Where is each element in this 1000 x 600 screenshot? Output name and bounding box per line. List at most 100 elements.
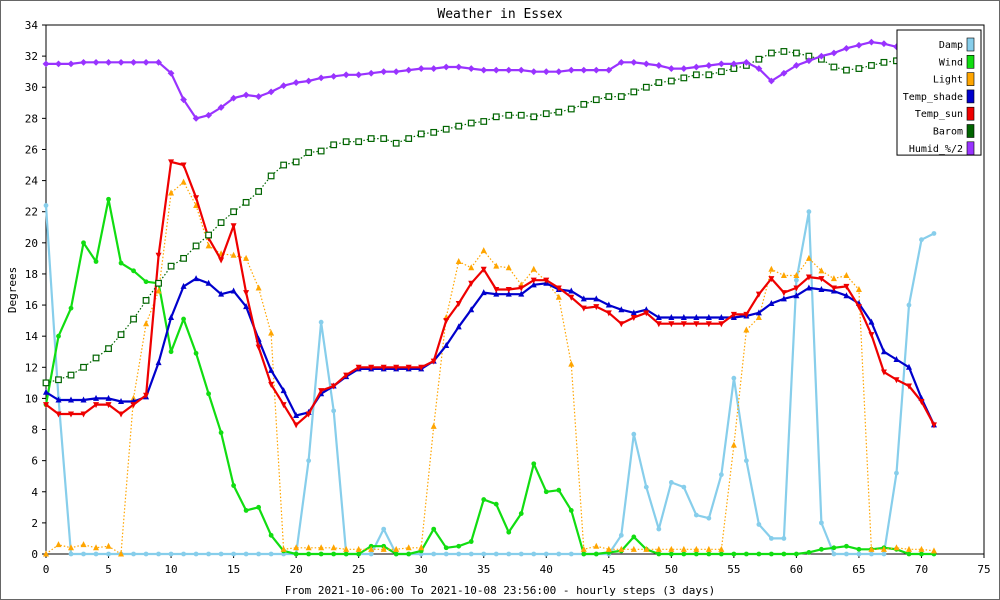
data-point — [568, 508, 574, 513]
x-tick-label: 45 — [602, 563, 615, 576]
legend-label: Humid_%/2 — [909, 144, 963, 155]
data-point — [643, 310, 650, 317]
data-point — [830, 63, 838, 71]
legend-label: Temp_sun — [915, 109, 963, 120]
data-point — [205, 111, 212, 119]
data-point — [755, 65, 763, 72]
data-point — [617, 93, 625, 100]
data-point — [630, 315, 637, 322]
data-point — [355, 138, 363, 146]
data-point — [706, 551, 712, 557]
data-point — [718, 314, 725, 321]
data-point — [668, 545, 675, 552]
data-point — [155, 279, 162, 287]
series-light — [43, 178, 937, 557]
data-point — [768, 300, 775, 307]
data-point — [131, 551, 136, 557]
data-point — [93, 259, 99, 264]
data-point — [593, 551, 599, 557]
data-point — [806, 209, 812, 215]
data-point — [855, 65, 863, 72]
data-point — [492, 66, 500, 74]
data-point — [318, 551, 324, 557]
data-point — [693, 314, 700, 321]
data-point — [455, 323, 462, 330]
data-point — [556, 551, 562, 557]
data-point — [693, 321, 700, 328]
data-point — [106, 196, 111, 202]
data-point — [243, 551, 249, 557]
data-point — [705, 321, 712, 328]
data-point — [680, 545, 687, 552]
data-point — [230, 94, 237, 102]
data-point — [118, 550, 125, 557]
data-point — [318, 544, 325, 551]
data-point — [680, 321, 687, 328]
data-point — [631, 431, 637, 437]
data-point — [493, 501, 499, 507]
data-point — [392, 68, 400, 76]
data-point — [68, 551, 74, 557]
data-point — [618, 545, 625, 552]
data-point — [880, 545, 887, 552]
data-point — [42, 379, 50, 387]
data-point — [267, 88, 275, 96]
data-point — [81, 551, 86, 557]
data-point — [705, 71, 713, 79]
data-point — [480, 247, 487, 254]
data-point — [668, 321, 675, 328]
data-point — [431, 526, 437, 532]
legend-swatch — [966, 124, 975, 138]
data-point — [156, 551, 161, 557]
data-point — [705, 62, 713, 69]
data-point — [93, 402, 100, 409]
data-point — [393, 364, 400, 371]
data-point — [230, 287, 237, 294]
data-point — [293, 551, 299, 557]
data-point — [167, 69, 175, 77]
data-point — [417, 130, 425, 138]
data-point — [743, 551, 749, 557]
data-point — [830, 49, 838, 57]
data-point — [830, 275, 837, 282]
data-point — [243, 508, 249, 513]
data-point — [718, 321, 725, 328]
data-point — [118, 398, 125, 405]
data-point — [868, 38, 875, 46]
data-point — [418, 364, 425, 371]
data-point — [667, 65, 675, 72]
data-point — [130, 58, 137, 66]
data-point — [218, 551, 224, 557]
data-point — [880, 40, 888, 48]
data-point — [580, 100, 588, 108]
data-point — [80, 363, 87, 371]
legend-swatch — [966, 37, 975, 52]
data-point — [717, 60, 725, 68]
data-point — [756, 551, 762, 557]
data-point — [192, 114, 200, 122]
data-point — [818, 267, 825, 274]
chart-title: Weather in Essex — [437, 7, 562, 22]
x-tick-label: 30 — [415, 563, 428, 576]
data-point — [655, 545, 662, 552]
data-point — [668, 480, 674, 485]
data-point — [80, 396, 87, 403]
data-point — [481, 551, 487, 557]
data-point — [517, 66, 525, 74]
data-point — [880, 348, 887, 355]
data-point — [856, 551, 862, 557]
y-tick-label: 10 — [25, 392, 38, 405]
data-point — [343, 372, 350, 379]
data-point — [256, 551, 262, 557]
data-point — [843, 292, 850, 299]
data-point — [843, 271, 850, 278]
data-point — [731, 375, 737, 381]
data-point — [643, 484, 649, 490]
data-point — [642, 60, 650, 68]
data-point — [780, 69, 788, 77]
data-point — [930, 422, 937, 429]
data-point — [905, 363, 912, 370]
data-point — [530, 265, 537, 272]
data-point — [843, 44, 850, 52]
